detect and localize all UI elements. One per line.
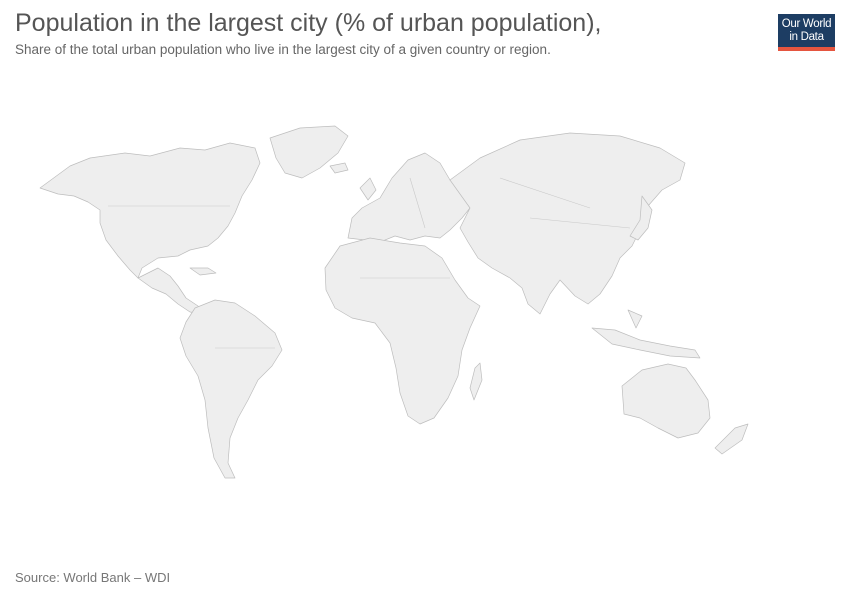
region-central-america[interactable] <box>137 267 203 315</box>
region-australia[interactable] <box>621 363 711 439</box>
region-north-america[interactable] <box>39 142 261 279</box>
logo-accent-bar <box>778 47 835 51</box>
region-japan[interactable] <box>629 195 653 241</box>
region-madagascar[interactable] <box>469 362 483 401</box>
region-new-zealand[interactable] <box>714 423 749 455</box>
region-southeast-asia-islands[interactable] <box>591 309 701 359</box>
chart-subtitle: Share of the total urban population who … <box>15 42 551 57</box>
region-caribbean[interactable] <box>189 267 217 276</box>
logo-line-2: in Data <box>789 30 824 43</box>
chart-title: Population in the largest city (% of urb… <box>15 9 602 37</box>
region-uk-iceland[interactable] <box>329 162 377 201</box>
region-asia[interactable] <box>449 132 686 315</box>
source-note: Source: World Bank – WDI <box>15 570 171 585</box>
region-africa[interactable] <box>324 237 481 425</box>
world-map[interactable] <box>30 118 790 488</box>
logo-line-1: Our World <box>781 18 832 30</box>
owid-logo[interactable]: Our World in Data <box>778 14 835 51</box>
region-south-america[interactable] <box>179 299 283 479</box>
region-greenland[interactable] <box>269 125 349 179</box>
